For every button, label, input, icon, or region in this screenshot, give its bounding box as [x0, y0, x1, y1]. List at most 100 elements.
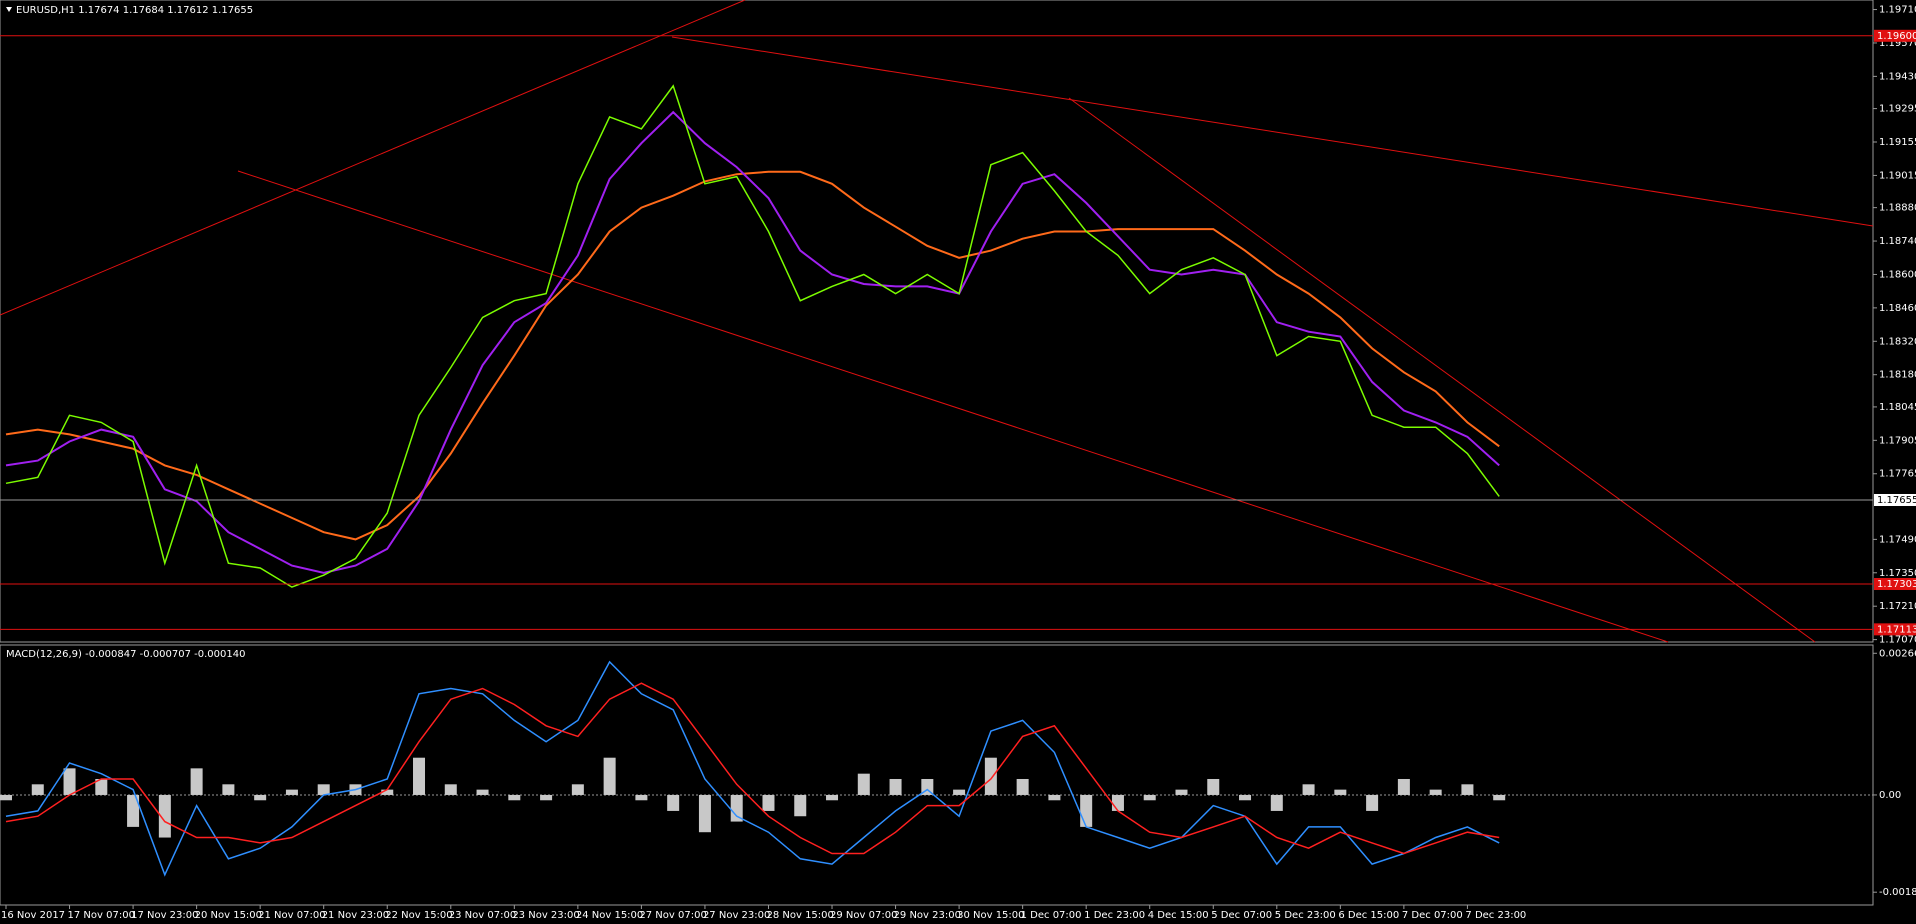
- x-tick-label: 21 Nov 23:00: [322, 910, 389, 921]
- price-panel: [0, 0, 1874, 643]
- y-tick-label: 1.18180: [1879, 370, 1916, 381]
- x-tick-label: 29 Nov 07:00: [830, 910, 897, 921]
- series-line: [5, 682, 1500, 855]
- y-tick-label: 1.19155: [1879, 137, 1916, 148]
- y-tick-label: 1.18740: [1879, 236, 1916, 247]
- histogram-bar: [381, 789, 394, 795]
- histogram-bar: [63, 768, 76, 795]
- x-tick-label: 17 Nov 23:00: [131, 910, 198, 921]
- histogram-bar: [1302, 784, 1315, 795]
- histogram-bar: [667, 794, 680, 811]
- y-tick-label: 0.002662: [1879, 648, 1916, 659]
- series-line: [5, 660, 1500, 877]
- x-tick-label: 21 Nov 07:00: [258, 910, 325, 921]
- histogram-bar: [0, 794, 12, 801]
- histogram-bar: [1207, 778, 1220, 795]
- histogram-bar: [794, 794, 807, 817]
- x-tick-label: 1 Dec 23:00: [1084, 910, 1145, 921]
- histogram-bar: [857, 773, 870, 795]
- macd-panel: [0, 644, 1874, 906]
- histogram-bar: [1270, 794, 1283, 811]
- histogram-bar: [1334, 789, 1347, 795]
- x-tick-label: 30 Nov 15:00: [957, 910, 1024, 921]
- price-level-tag: [1874, 29, 1916, 42]
- histogram-bar: [1080, 794, 1093, 827]
- x-tick-label: 17 Nov 07:00: [68, 910, 135, 921]
- series-line: [5, 110, 1500, 574]
- trend-line: [1068, 97, 1816, 643]
- x-tick-label: 7 Dec 23:00: [1465, 910, 1526, 921]
- histogram-bar: [889, 778, 902, 795]
- trend-lines: [0, 0, 1874, 643]
- histogram-bar: [95, 778, 108, 795]
- histogram-bar: [127, 794, 140, 827]
- histogram-bar: [1429, 789, 1442, 795]
- histogram-bar: [826, 794, 839, 801]
- y-tick-label: 1.17350: [1879, 568, 1916, 579]
- y-tick-label: 1.17070: [1879, 635, 1916, 646]
- x-tick-label: 1 Dec 07:00: [1021, 910, 1082, 921]
- histogram-bar: [1048, 794, 1061, 801]
- histogram-bar: [1397, 778, 1410, 795]
- plot-layer: 1.19710 1.19570 1.19430 1.19295 1.19155 1.190…: [0, 5, 1916, 921]
- histogram-bar: [762, 794, 775, 811]
- y-tick-label: 1.17905: [1879, 435, 1916, 446]
- histogram-bar: [476, 789, 489, 795]
- y-tick-label: 1.18600: [1879, 269, 1916, 280]
- y-tick-label: 1.19430: [1879, 71, 1916, 82]
- series-line: [5, 170, 1500, 541]
- y-tick-label: 1.19295: [1879, 104, 1916, 115]
- histogram-bar: [730, 794, 743, 822]
- x-tick-label: 28 Nov 15:00: [766, 910, 833, 921]
- histogram-bar: [698, 794, 711, 833]
- price-level-label: 1.19600: [1877, 31, 1916, 42]
- x-tick-label: 4 Dec 15:00: [1148, 910, 1209, 921]
- y-tick-label: 1.19570: [1879, 38, 1916, 49]
- histogram-bar: [190, 768, 203, 795]
- histogram-bar: [285, 789, 298, 795]
- price-level-label: 1.17113: [1877, 624, 1916, 635]
- histogram-bar: [1493, 794, 1506, 801]
- histogram-bar: [317, 784, 330, 795]
- price-level-label: 1.17303: [1877, 579, 1916, 590]
- y-tick-label: 1.17490: [1879, 534, 1916, 545]
- y-tick-label: -0.001827: [1879, 887, 1916, 898]
- histogram-bar: [635, 794, 648, 801]
- x-tick-label: 27 Nov 07:00: [639, 910, 706, 921]
- x-tick-label: 20 Nov 15:00: [195, 910, 262, 921]
- x-tick-label: 6 Dec 15:00: [1338, 910, 1399, 921]
- histogram-bar: [571, 784, 584, 795]
- x-tick-label: 23 Nov 07:00: [449, 910, 516, 921]
- x-tick-label: 22 Nov 15:00: [385, 910, 452, 921]
- y-tick-label: 1.17210: [1879, 601, 1916, 612]
- histogram-bar: [413, 757, 426, 795]
- x-tick-label: 7 Dec 07:00: [1402, 910, 1463, 921]
- x-tick-label: 16 Nov 2017: [1, 910, 65, 921]
- histogram-bar: [1366, 794, 1379, 811]
- y-tick-label: 1.17765: [1879, 469, 1916, 480]
- current-price-label: 1.17655: [1877, 495, 1916, 506]
- y-tick-label: 1.19710: [1879, 5, 1916, 16]
- histogram-bar: [1175, 789, 1188, 795]
- trend-line: [0, 0, 746, 316]
- histogram-bar: [158, 794, 171, 838]
- y-tick-label: 1.18320: [1879, 336, 1916, 347]
- x-tick-label: 23 Nov 23:00: [512, 910, 579, 921]
- histogram-bar: [953, 789, 966, 795]
- histogram-bar: [254, 794, 267, 801]
- price-level-tag: [1874, 623, 1916, 636]
- y-tick-label: 1.18880: [1879, 203, 1916, 214]
- y-tick-label: 1.18045: [1879, 402, 1916, 413]
- x-tick-label: 5 Dec 23:00: [1275, 910, 1336, 921]
- trend-line: [671, 36, 1874, 227]
- histogram-bar: [540, 794, 553, 801]
- current-price-tag: [1874, 493, 1916, 506]
- x-tick-label: 5 Dec 07:00: [1211, 910, 1272, 921]
- histogram-bar: [603, 757, 616, 795]
- menu-arrow: [6, 7, 12, 12]
- histogram-bar: [1461, 784, 1474, 795]
- histogram-bar: [31, 784, 44, 795]
- y-tick-label: 0.00: [1879, 790, 1901, 801]
